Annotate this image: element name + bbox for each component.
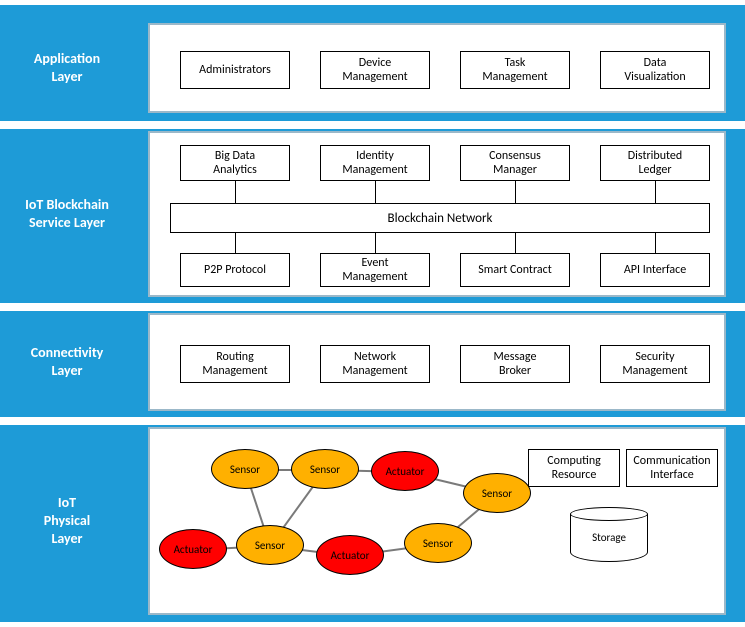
box-computing-resource: ComputingResource — [528, 449, 620, 487]
connector — [375, 181, 376, 203]
box-data-visualization: DataVisualization — [600, 51, 710, 89]
box-security-management: SecurityManagement — [600, 345, 710, 383]
box-routing-management: RoutingManagement — [180, 345, 290, 383]
box-big-data-analytics: Big DataAnalytics — [180, 145, 290, 181]
connector — [655, 181, 656, 203]
connector — [515, 181, 516, 203]
node-sensor: Sensor — [291, 449, 359, 489]
node-sensor: Sensor — [236, 525, 304, 565]
layer-label-physical: IoTPhysicalLayer — [0, 427, 134, 615]
layer-label-application: ApplicationLayer — [0, 23, 134, 113]
box-device-management: DeviceManagement — [320, 51, 430, 89]
box-message-broker: MessageBroker — [460, 345, 570, 383]
connector — [235, 233, 236, 253]
divider — [0, 121, 745, 129]
node-sensor: Sensor — [404, 523, 472, 563]
divider — [0, 303, 745, 311]
box-network-management: NetworkManagement — [320, 345, 430, 383]
connector — [515, 233, 516, 253]
box-consensus-manager: ConsensusManager — [460, 145, 570, 181]
node-sensor: Sensor — [211, 449, 279, 489]
box-distributed-ledger: DistributedLedger — [600, 145, 710, 181]
layer-label-connectivity: ConnectivityLayer — [0, 313, 134, 411]
node-sensor: Sensor — [463, 473, 531, 513]
box-identity-management: IdentityManagement — [320, 145, 430, 181]
node-actuator: Actuator — [159, 529, 227, 569]
box-blockchain-network: Blockchain Network — [170, 203, 710, 233]
storage-top — [570, 507, 648, 521]
panel-connectivity: RoutingManagement NetworkManagement Messag… — [148, 313, 726, 411]
box-smart-contract: Smart Contract — [460, 253, 570, 287]
box-task-management: TaskManagement — [460, 51, 570, 89]
connector — [235, 181, 236, 203]
layer-label-blockchain: IoT BlockchainService Layer — [0, 131, 134, 297]
connector — [655, 233, 656, 253]
box-api-interface: API Interface — [600, 253, 710, 287]
node-actuator: Actuator — [316, 535, 384, 575]
node-actuator: Actuator — [371, 451, 439, 491]
panel-blockchain: Big DataAnalytics IdentityManagement Conse… — [148, 131, 726, 297]
panel-application: Administrators DeviceManagement TaskManage… — [148, 23, 726, 113]
storage-body: Storage — [570, 514, 648, 562]
box-communication-interface: CommunicationInterface — [626, 449, 718, 487]
diagram-canvas: ApplicationLayer Administrators DeviceMana… — [0, 0, 745, 627]
box-administrators: Administrators — [180, 51, 290, 89]
connector — [375, 233, 376, 253]
box-p2p-protocol: P2P Protocol — [180, 253, 290, 287]
box-event-management: EventManagement — [320, 253, 430, 287]
panel-physical: SensorSensorActuatorActuatorSensorActuat… — [148, 427, 726, 615]
divider — [0, 417, 745, 425]
